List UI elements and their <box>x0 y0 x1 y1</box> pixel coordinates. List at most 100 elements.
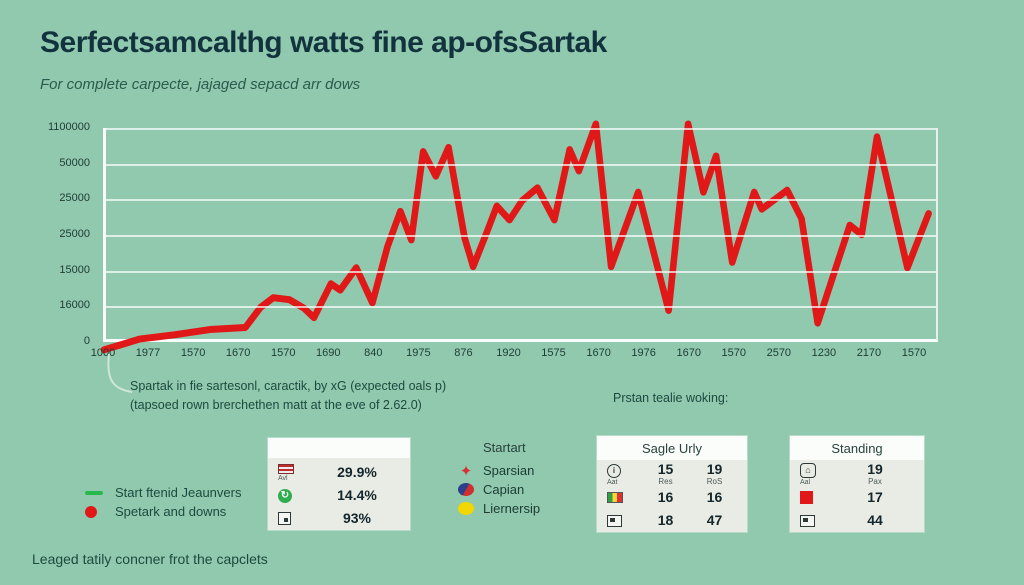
refresh-circle-icon: ↻ <box>278 488 292 503</box>
sagle-row: 18 47 <box>607 509 739 532</box>
stats-icon-cell <box>278 512 312 525</box>
standing-row: 44 <box>800 509 916 532</box>
x-tick-label: 1670 <box>586 347 611 359</box>
page-subtitle: For complete carpecte, jajaged sepacd ar… <box>40 76 361 93</box>
flag-box-icon <box>800 514 815 527</box>
standing-header: Standing <box>790 436 924 460</box>
green-dash-icon <box>85 490 103 495</box>
standing-icon-cell <box>800 491 834 504</box>
stats-card-body: Avl 29.9% ↻ 14.4% 93% <box>268 458 410 534</box>
y-tick-label: 16000 <box>59 299 90 312</box>
y-axis-labels: 1100000 50000 25000 25000 15000 16000 0 <box>14 121 96 347</box>
legend-item: Spetark and downs <box>85 502 241 521</box>
clock-icon: i <box>607 463 621 478</box>
sagle-icon-cell <box>607 492 641 503</box>
stats-icon-cell: ↻ <box>278 488 312 503</box>
y-tick-label: 50000 <box>59 156 90 169</box>
yellow-circle-icon <box>458 502 474 515</box>
x-tick-label: 1920 <box>496 347 521 359</box>
sagle-row: 16 16 <box>607 486 739 509</box>
x-tick-label: 1976 <box>631 347 656 359</box>
x-tick-label: 1570 <box>180 347 206 359</box>
standing-value-sublabel: Pax <box>868 476 882 486</box>
start-item-label: Capian <box>483 482 525 497</box>
legend-label: Start ftenid Jeaunvers <box>115 485 242 500</box>
startart-list: Startart ✦ Sparsian Capian Liernersip <box>458 440 540 518</box>
x-tick-label: 876 <box>454 347 473 359</box>
standing-row: 17 <box>800 486 916 509</box>
y-tick-label: 25000 <box>59 192 90 205</box>
x-tick-label: 1670 <box>225 347 251 359</box>
sagle-value: 16 <box>657 488 674 505</box>
x-axis-labels: 1000 1977 1570 1670 1570 1690 840 1975 876 1920 15… <box>0 347 1024 361</box>
dual-circle-icon <box>458 483 474 496</box>
standing-body: ⌂ Aal 19 Pax 17 44 <box>790 460 924 536</box>
icon-sublabel: Avl <box>278 474 288 482</box>
start-list-item: Liernersip <box>458 499 540 518</box>
start-list-item: ✦ Sparsian <box>458 461 540 480</box>
chart-legend: Start ftenid Jeaunvers Spetark and downs <box>85 483 241 521</box>
x-tick-label: 2170 <box>856 347 882 359</box>
standing-value: 19 Pax <box>834 462 916 486</box>
startart-items: ✦ Sparsian Capian Liernersip <box>458 461 540 518</box>
gridline <box>106 164 936 166</box>
green-dash-marker <box>85 490 107 495</box>
y-tick-label: 15000 <box>59 263 90 276</box>
flag-icon <box>278 463 294 474</box>
sagle-urly-table: Sagle Urly i Aat 15 Res 19 RoS 16 16 18 47 <box>597 436 747 532</box>
x-tick-label: 1977 <box>135 347 161 359</box>
stats-value: 14.4% <box>337 486 377 503</box>
legend-label: Spetark and downs <box>115 504 227 519</box>
chart-annotation-line2: (tapsoed rown brerchethen matt at the ev… <box>130 397 422 412</box>
standing-row: ⌂ Aal 19 Pax <box>800 462 916 486</box>
standing-value: 17 <box>867 488 883 505</box>
gridline <box>106 271 936 273</box>
x-tick-label: 1575 <box>541 347 566 359</box>
start-item-label: Sparsian <box>483 463 535 478</box>
sagle-value: 19 RoS <box>690 462 739 486</box>
x-tick-label: 1975 <box>406 347 431 359</box>
sagle-row: i Aat 15 Res 19 RoS <box>607 462 739 486</box>
gridline <box>106 199 936 201</box>
stats-row: ↻ 14.4% <box>278 484 402 507</box>
start-item-label: Liernersip <box>483 501 541 516</box>
sagle-value-sublabel: RoS <box>706 476 723 486</box>
stats-row: Avl 29.9% <box>278 461 402 484</box>
y-tick-label: 0 <box>83 335 90 347</box>
footer-note: Leaged tatily concner frot the capclets <box>32 551 268 567</box>
standing-value: 44 <box>867 511 883 528</box>
house-icon: ⌂ <box>800 463 816 478</box>
x-tick-label: 2570 <box>766 347 792 359</box>
stats-value: 29.9% <box>337 463 377 480</box>
y-tick-label: 1100000 <box>47 121 90 133</box>
annotation-connector-line <box>107 353 133 393</box>
gridline <box>106 128 936 130</box>
x-tick-label: 1690 <box>316 347 341 359</box>
startart-header: Startart <box>483 440 526 455</box>
flag-box-icon <box>607 514 622 527</box>
stats-row: 93% <box>278 507 402 530</box>
spetark-line-series <box>100 120 932 354</box>
sagle-value: 47 <box>706 511 723 528</box>
red-dot-icon <box>85 505 97 518</box>
icon-sublabel: Aal <box>800 479 811 486</box>
x-tick-label: 840 <box>364 347 383 359</box>
start-list-item: Capian <box>458 480 540 499</box>
right-annotation: Prstan tealie woking: <box>613 391 729 405</box>
document-icon <box>278 512 291 525</box>
page-title: Serfectsamcalthg watts fine ap-ofsSartak <box>40 26 607 59</box>
standing-icon-cell <box>800 514 834 527</box>
sagle-icon-cell: i Aat <box>607 463 641 486</box>
red-dot-marker <box>85 505 107 518</box>
chart-annotation-line1: Spartak in fie sartesonl, caractik, by x… <box>130 379 447 393</box>
x-tick-label: 1230 <box>811 347 837 359</box>
y-tick-label: 25000 <box>59 228 90 240</box>
standing-table: Standing ⌂ Aal 19 Pax 17 44 <box>790 436 924 532</box>
stats-value: 93% <box>342 509 372 526</box>
sagle-urly-header: Sagle Urly <box>597 436 747 460</box>
x-tick-label: 1570 <box>721 347 746 359</box>
legend-item: Start ftenid Jeaunvers <box>85 483 241 502</box>
line-chart-plot <box>100 120 938 354</box>
red-square-icon <box>800 491 813 504</box>
